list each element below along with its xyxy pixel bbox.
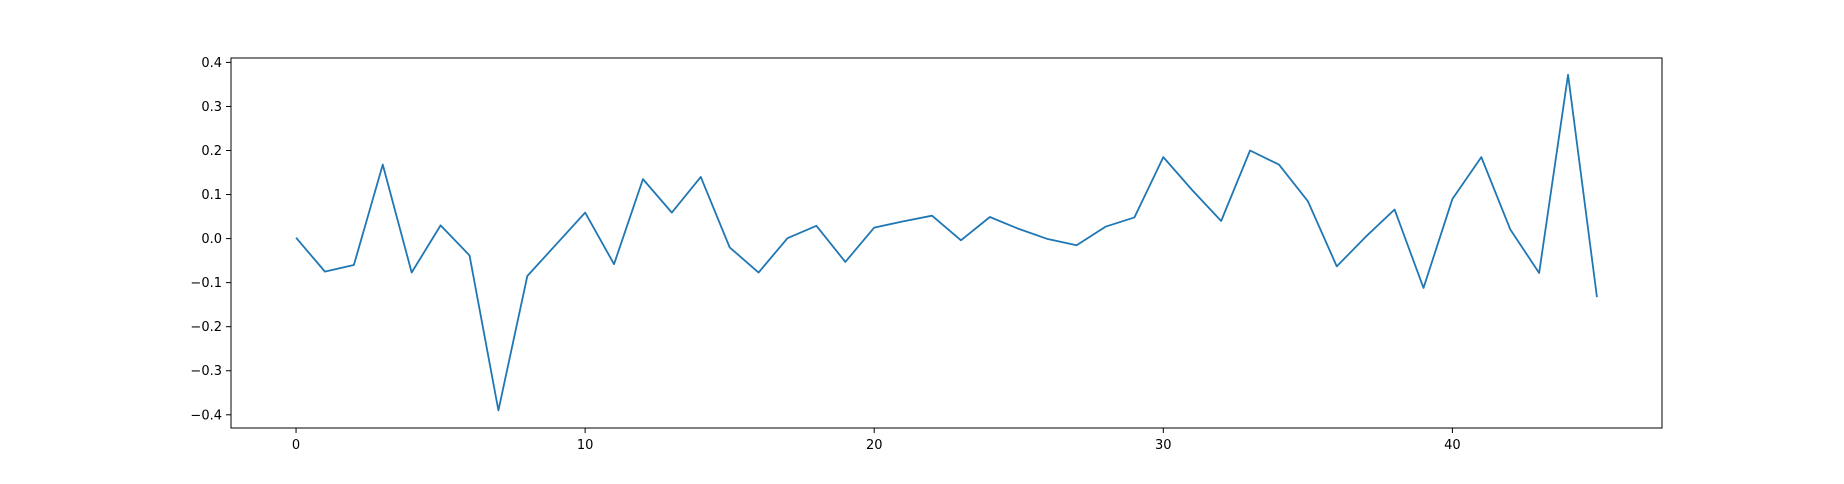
data-point <box>1249 150 1251 152</box>
data-point <box>1336 265 1338 267</box>
data-point <box>1538 272 1540 274</box>
data-point <box>1047 238 1049 240</box>
data-point <box>1452 198 1454 200</box>
data-point <box>787 237 789 239</box>
y-tick-label: 0.0 <box>201 232 222 247</box>
y-tick-label: −0.2 <box>190 320 222 335</box>
data-point <box>1307 200 1309 202</box>
data-point <box>1191 189 1193 191</box>
y-tick-label: 0.1 <box>201 188 222 203</box>
y-tick-label: 0.2 <box>201 144 222 159</box>
data-point <box>584 212 586 214</box>
data-point <box>613 263 615 265</box>
data-point <box>931 215 933 217</box>
data-point <box>1480 156 1482 158</box>
series-line <box>295 73 1598 412</box>
data-point <box>469 254 471 256</box>
data-point <box>498 409 500 411</box>
data-point <box>1018 228 1020 230</box>
data-point <box>902 221 904 223</box>
y-tick-label: 0.3 <box>201 100 222 115</box>
x-tick-label: 0 <box>292 438 300 453</box>
data-point <box>1076 244 1078 246</box>
y-tick-label: −0.4 <box>190 408 222 423</box>
x-tick-label: 20 <box>866 438 883 453</box>
data-point <box>324 271 326 273</box>
data-point <box>382 164 384 166</box>
x-tick-label: 30 <box>1155 438 1172 453</box>
data-point <box>729 247 731 249</box>
data-point <box>1394 209 1396 211</box>
data-point <box>1278 164 1280 166</box>
data-point <box>1220 220 1222 222</box>
plot-frame <box>230 57 1663 429</box>
data-point <box>960 239 962 241</box>
series-layer <box>295 73 1598 412</box>
data-point <box>1162 156 1164 158</box>
data-point <box>555 243 557 245</box>
data-point <box>1105 226 1107 228</box>
data-point <box>1567 74 1569 76</box>
data-point <box>1365 236 1367 238</box>
data-point <box>526 275 528 277</box>
y-tick-label: −0.3 <box>190 364 222 379</box>
data-point <box>295 237 297 239</box>
data-point <box>440 224 442 226</box>
data-point <box>758 272 760 274</box>
data-point <box>411 272 413 274</box>
data-point <box>353 264 355 266</box>
y-tick-label: −0.1 <box>190 276 222 291</box>
x-tick-label: 40 <box>1444 438 1461 453</box>
data-point <box>816 225 818 227</box>
data-point <box>844 261 846 263</box>
data-point <box>989 216 991 218</box>
data-point <box>1134 217 1136 219</box>
x-tick-label: 10 <box>577 438 594 453</box>
data-point <box>642 178 644 180</box>
data-point <box>671 212 673 214</box>
data-point <box>1596 296 1598 298</box>
data-point <box>873 227 875 229</box>
data-point <box>700 176 702 178</box>
data-point <box>1509 228 1511 230</box>
axes: 0 10 20 30 40 −0.4 −0.3 −0.2 −0.1 0.0 0.1 0.2 0.3 0.4 <box>190 56 1460 453</box>
data-point <box>1423 287 1425 289</box>
y-tick-label: 0.4 <box>201 56 222 71</box>
